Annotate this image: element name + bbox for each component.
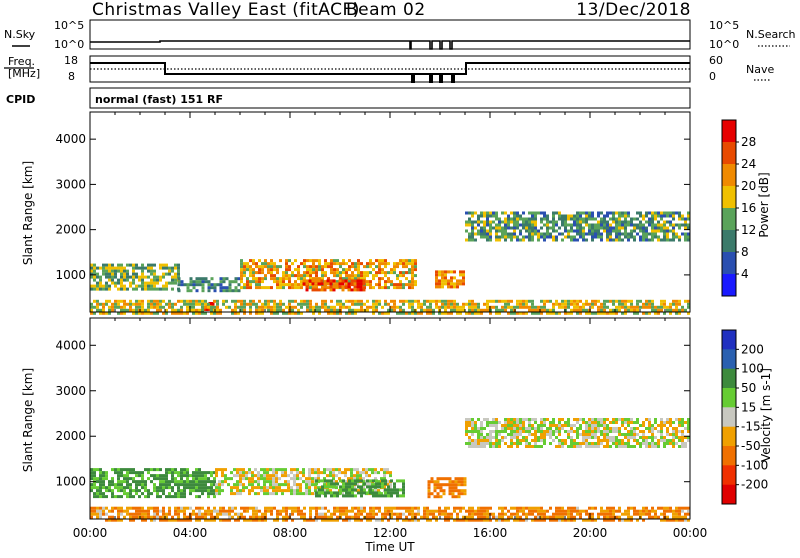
freq-tick-8: 8 — [68, 70, 75, 83]
y-tick-label: 1000 — [55, 475, 86, 489]
cpid-value: normal (fast) 151 RF — [95, 93, 223, 106]
time-axis: 00:00 04:00 08:00 12:00 16:00 20:00 00:00 — [73, 526, 708, 540]
colorbar-swatch — [722, 230, 736, 253]
colorbar-frame — [721, 329, 737, 505]
colorbar-tick-label: 100 — [741, 362, 764, 376]
freq-label-top: Freq. — [8, 55, 35, 68]
nave-label: Nave — [746, 63, 774, 76]
x-axis-label: Time UT — [364, 540, 415, 554]
colorbar-swatch — [722, 388, 736, 408]
nsky-trace — [90, 40, 690, 50]
colorbar-swatch — [722, 120, 736, 143]
power-colorbar: 28 24 20 16 12 8 4 — [721, 119, 756, 297]
colorbar-swatch — [722, 368, 736, 389]
colorbar-swatch — [722, 164, 736, 187]
x-tick-label: 12:00 — [373, 526, 408, 540]
y-tick-label: 2000 — [55, 429, 86, 443]
y-tick-label: 3000 — [55, 384, 86, 398]
colorbar-swatch — [722, 274, 736, 297]
nsky-label: N.Sky — [4, 28, 36, 41]
colorbar-swatch — [722, 349, 736, 370]
power-region-7 — [90, 299, 690, 315]
freq-trace — [90, 62, 690, 83]
y-tick-label: 3000 — [55, 177, 86, 191]
power-region-3 — [302, 279, 366, 292]
colorbar-tick-label: 15 — [741, 400, 756, 414]
colorbar-swatch — [722, 330, 736, 350]
freq-tick-18: 18 — [64, 54, 78, 67]
colorbar-swatch — [722, 186, 736, 209]
cpid-panel — [89, 87, 691, 109]
colorbar-swatch — [722, 446, 736, 466]
power-region-1 — [177, 277, 241, 293]
velocity-region-3 — [427, 477, 467, 499]
y-tick-label: 4000 — [55, 338, 86, 352]
x-tick-label: 00:00 — [673, 526, 708, 540]
x-tick-label: 08:00 — [273, 526, 308, 540]
y-tick-label: 1000 — [55, 268, 86, 282]
noise-tick-top-right: 10^5 — [709, 19, 739, 32]
date-label: 13/Dec/2018 — [576, 0, 691, 20]
station-title: Christmas Valley East (fitACF) — [92, 0, 360, 20]
colorbar-tick-label: 200 — [741, 342, 764, 356]
velocity-y-axis-label: Slant Range [km] — [21, 368, 35, 472]
colorbar-swatch — [722, 142, 736, 165]
x-tick-label: 00:00 — [73, 526, 108, 540]
nsearch-label: N.Search — [746, 28, 796, 41]
colorbar-tick-label: 16 — [741, 201, 756, 215]
freq-panel — [89, 55, 691, 83]
colorbar-tick-label: 28 — [741, 135, 756, 149]
velocity-colorbar: 200 100 50 15 -15 -50 -100 -200 — [721, 329, 768, 505]
colorbar-swatch — [722, 252, 736, 275]
velocity-panel: 1000 2000 3000 4000 — [55, 317, 691, 522]
noise-tick-bottom-left: 10^0 — [54, 38, 84, 51]
colorbar-tick-label: 20 — [741, 179, 756, 193]
velocity-region-4 — [465, 418, 690, 448]
colorbar-tick-label: 4 — [741, 267, 749, 281]
colorbar-tick-label: -50 — [741, 439, 761, 453]
x-tick-label: 20:00 — [573, 526, 608, 540]
cpid-label: CPID — [6, 93, 35, 106]
noise-panel — [89, 19, 691, 50]
nave-tick-0: 0 — [709, 70, 716, 83]
colorbar-swatch — [722, 208, 736, 231]
nave-tick-60: 60 — [709, 54, 723, 67]
colorbar-swatch — [722, 407, 736, 428]
colorbar-swatch — [722, 465, 736, 486]
colorbar-tick-label: 12 — [741, 223, 756, 237]
noise-tick-bottom-right: 10^0 — [709, 38, 739, 51]
velocity-region-5 — [90, 506, 690, 522]
colorbar-tick-label: -15 — [741, 420, 761, 434]
y-tick-label: 2000 — [55, 223, 86, 237]
colorbar-swatch — [722, 484, 736, 505]
colorbar-tick-label: 50 — [741, 381, 756, 395]
power-region-0 — [90, 263, 180, 291]
colorbar-tick-label: -100 — [741, 458, 768, 472]
colorbar-tick-label: 8 — [741, 245, 749, 259]
velocity-colorbar-label: Velocity [m s-1] — [759, 368, 773, 462]
x-tick-label: 04:00 — [173, 526, 208, 540]
x-tick-label: 16:00 — [473, 526, 508, 540]
colorbar-swatch — [722, 426, 736, 447]
noise-tick-top-left: 10^5 — [54, 19, 84, 32]
colorbar-tick-label: -200 — [741, 478, 768, 492]
power-region-6 — [465, 211, 690, 242]
y-tick-label: 4000 — [55, 132, 86, 146]
velocity-region-0 — [90, 468, 216, 499]
power-colorbar-label: Power [dB] — [757, 172, 771, 237]
power-region-5 — [435, 270, 465, 289]
beam-label: Beam 02 — [346, 0, 426, 20]
velocity-region-2 — [315, 479, 405, 498]
power-y-axis-label: Slant Range [km] — [21, 161, 35, 265]
colorbar-tick-label: 24 — [741, 157, 756, 171]
freq-label-bottom: [MHz] — [8, 67, 40, 80]
power-region-2 — [240, 259, 417, 290]
power-panel: 1000 2000 3000 4000 — [55, 111, 691, 315]
